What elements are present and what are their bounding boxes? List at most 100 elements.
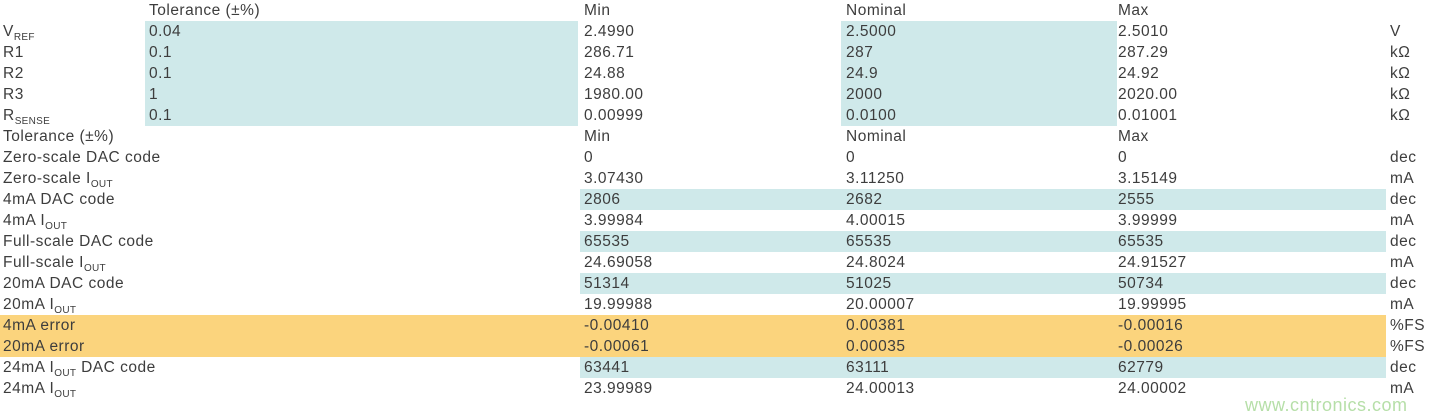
cell-nominal: 2682 — [846, 191, 883, 208]
column-header-min: Min — [584, 2, 611, 19]
cell-unit: dec — [1390, 191, 1417, 208]
row-label-text: 4mA I — [3, 212, 46, 229]
watermark-text: www.cntronics.com — [1245, 395, 1408, 415]
cell-nominal: 24.00013 — [846, 380, 915, 397]
cell-nominal: 2000 — [846, 86, 883, 103]
table-row: 20mA IOUT 19.99988 20.00007 19.99995 mA — [0, 294, 1436, 317]
cell-min: 63441 — [584, 359, 630, 376]
cell-min: 51314 — [584, 275, 630, 292]
cell-max: 2555 — [1118, 191, 1155, 208]
table-row: R3 1 1980.00 2000 2020.00 kΩ — [0, 84, 1436, 105]
row-label: 4mA DAC code — [3, 189, 115, 210]
highlight-blue — [145, 84, 578, 105]
row-label: 4mA IOUT — [3, 210, 67, 232]
table-row: 4mA error -0.00410 0.00381 -0.00016 %FS — [0, 315, 1436, 336]
table-row: Zero-scale DAC code 0 0 0 dec — [0, 147, 1436, 168]
cell-tolerance: 0.1 — [149, 44, 173, 61]
cell-max: 62779 — [1118, 359, 1164, 376]
highlight-blue — [841, 42, 1117, 63]
highlight-blue — [145, 63, 578, 84]
table-row: 4mA IOUT 3.99984 4.00015 3.99999 mA — [0, 210, 1436, 232]
cell-nominal: 20.00007 — [846, 296, 915, 313]
row-label-text: R — [3, 107, 15, 124]
cell-unit: mA — [1390, 380, 1415, 397]
cell-min: 3.99984 — [584, 212, 644, 229]
row-label: Zero-scale IOUT — [3, 168, 113, 190]
row-label-text: 20mA I — [3, 296, 55, 313]
column-header-max: Max — [1118, 128, 1149, 145]
cell-max: 50734 — [1118, 275, 1164, 292]
cell-max: 0 — [1118, 149, 1128, 166]
row-label-text: 4mA error — [3, 317, 76, 334]
row-label-text: Full-scale I — [3, 254, 84, 271]
cell-max: 65535 — [1118, 233, 1164, 250]
row-label: 20mA DAC code — [3, 273, 124, 294]
table-header-row: Tolerance (±%) Min Nominal Max — [0, 0, 1436, 21]
cell-max: 24.91527 — [1118, 254, 1187, 271]
column-header-nominal: Nominal — [846, 128, 907, 145]
row-label: 24mA IOUT — [3, 378, 76, 400]
row-label-text: 20mA error — [3, 338, 85, 355]
row-label-text: DAC code — [76, 359, 156, 376]
table-row: Full-scale DAC code 65535 65535 65535 dec — [0, 231, 1436, 252]
table-row: 4mA DAC code 2806 2682 2555 dec — [0, 189, 1436, 210]
cell-tolerance: 1 — [149, 86, 159, 103]
cell-nominal: 0.0100 — [846, 107, 897, 124]
row-label-text: 4mA DAC code — [3, 191, 115, 208]
cell-unit: mA — [1390, 296, 1415, 313]
table-row: RSENSE 0.1 0.00999 0.0100 0.01001 kΩ — [0, 105, 1436, 127]
row-label: R3 — [3, 84, 24, 105]
cell-unit: V — [1390, 23, 1401, 40]
highlight-blue — [580, 357, 1386, 378]
cell-nominal: 0.00381 — [846, 317, 906, 334]
cell-min: -0.00061 — [584, 338, 650, 355]
cell-nominal: 0 — [846, 149, 856, 166]
row-label: Full-scale IOUT — [3, 252, 106, 274]
table-row: 24mA IOUT 23.99989 24.00013 24.00002 mA — [0, 378, 1436, 400]
cell-nominal: 3.11250 — [846, 170, 905, 187]
row-label-subscript: SENSE — [14, 116, 51, 128]
row-label: RSENSE — [3, 105, 50, 127]
highlight-orange — [0, 336, 1386, 357]
cell-min: 0.00999 — [584, 107, 644, 124]
cell-nominal: 4.00015 — [846, 212, 906, 229]
cell-min: -0.00410 — [584, 317, 650, 334]
highlight-blue — [580, 189, 1386, 210]
column-header-max: Max — [1118, 2, 1149, 19]
row-label-text: 24mA I — [3, 380, 55, 397]
highlight-blue — [841, 84, 1117, 105]
table-row: R1 0.1 286.71 287 287.29 kΩ — [0, 42, 1436, 63]
cell-unit: kΩ — [1390, 44, 1411, 61]
row-label: R2 — [3, 63, 24, 84]
row-label: VREF — [3, 21, 35, 43]
cell-unit: mA — [1390, 212, 1415, 229]
row-label-text: R1 — [3, 44, 24, 61]
cell-unit: dec — [1390, 275, 1417, 292]
cell-nominal: 24.8024 — [846, 254, 906, 271]
cell-tolerance: 0.1 — [149, 65, 173, 82]
cell-unit: mA — [1390, 254, 1415, 271]
row-label: Full-scale DAC code — [3, 231, 154, 252]
row-label: R1 — [3, 42, 24, 63]
row-label-subscript: OUT — [54, 305, 77, 317]
table-row: Zero-scale IOUT 3.07430 3.11250 3.15149 mA — [0, 168, 1436, 190]
column-header-nominal: Nominal — [846, 2, 907, 19]
cell-max: 3.15149 — [1118, 170, 1178, 187]
highlight-blue — [841, 105, 1117, 126]
cell-tolerance: 0.1 — [149, 107, 173, 124]
row-label-subscript: REF — [13, 32, 35, 44]
row-label-text: 24mA I — [3, 359, 55, 376]
cell-max: 287.29 — [1118, 44, 1169, 61]
row-label-text: V — [3, 23, 14, 40]
cell-min: 24.69058 — [584, 254, 653, 271]
row-label: 4mA error — [3, 315, 76, 336]
cell-unit: kΩ — [1390, 65, 1411, 82]
cell-nominal: 2.5000 — [846, 23, 897, 40]
cell-nominal: 287 — [846, 44, 874, 61]
cell-unit: kΩ — [1390, 107, 1411, 124]
highlight-blue — [145, 21, 578, 42]
highlight-blue — [145, 105, 578, 126]
table-header-row: Tolerance (±%) Min Nominal Max — [0, 126, 1436, 147]
column-header-tolerance: Tolerance (±%) — [149, 2, 261, 19]
